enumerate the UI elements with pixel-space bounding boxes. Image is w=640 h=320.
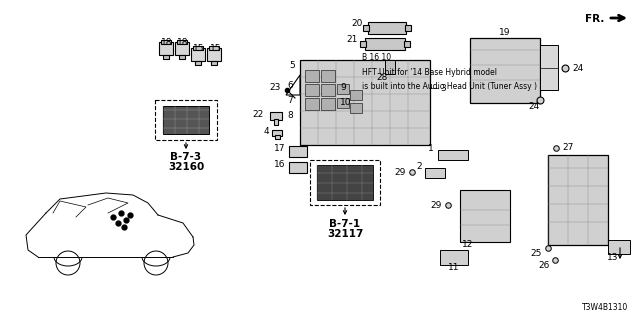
Bar <box>360 41 366 47</box>
Text: 1: 1 <box>428 143 434 153</box>
Bar <box>289 146 307 157</box>
Text: 24: 24 <box>529 101 540 110</box>
Text: 16: 16 <box>273 159 285 169</box>
Text: 23: 23 <box>269 83 281 92</box>
Text: 3: 3 <box>440 84 445 92</box>
Bar <box>179 55 185 59</box>
Text: 21: 21 <box>347 35 358 44</box>
Bar <box>438 150 468 160</box>
Text: 17: 17 <box>273 143 285 153</box>
Text: 8: 8 <box>287 110 293 119</box>
Bar <box>317 165 373 200</box>
Bar <box>159 42 173 55</box>
Text: 5: 5 <box>289 60 295 69</box>
Bar <box>337 98 349 108</box>
Text: 24: 24 <box>572 63 583 73</box>
Bar <box>608 240 630 254</box>
Bar <box>305 98 319 110</box>
Text: 13: 13 <box>607 252 619 261</box>
Text: 10: 10 <box>340 98 351 107</box>
Bar <box>175 42 189 55</box>
Bar <box>363 25 369 31</box>
Text: 28: 28 <box>376 73 388 82</box>
Text: 9: 9 <box>340 83 346 92</box>
Bar <box>337 84 349 94</box>
Text: 2: 2 <box>417 162 422 171</box>
Bar <box>321 98 335 110</box>
Bar <box>368 22 406 34</box>
Bar <box>272 130 282 136</box>
Bar <box>275 135 280 139</box>
Bar <box>193 46 203 50</box>
Bar <box>460 190 510 242</box>
Text: FR.: FR. <box>584 14 604 24</box>
Text: 12: 12 <box>462 239 474 249</box>
Text: 15: 15 <box>193 44 205 52</box>
Bar <box>163 55 169 59</box>
Text: 18: 18 <box>177 37 189 46</box>
Text: 20: 20 <box>351 19 363 28</box>
Bar <box>177 40 187 44</box>
Bar <box>305 84 319 96</box>
Text: T3W4B1310: T3W4B1310 <box>582 303 628 312</box>
Bar <box>425 168 445 178</box>
Text: B 16 10: B 16 10 <box>362 53 391 62</box>
Bar <box>321 70 335 82</box>
Bar <box>385 60 395 74</box>
Text: 25: 25 <box>531 250 542 259</box>
Text: 11: 11 <box>448 263 460 273</box>
Text: 15: 15 <box>211 44 221 52</box>
Bar <box>305 70 319 82</box>
Polygon shape <box>300 60 430 145</box>
Bar <box>161 40 171 44</box>
Text: 4: 4 <box>264 126 269 135</box>
Text: 26: 26 <box>539 261 550 270</box>
Text: 29: 29 <box>395 167 406 177</box>
Text: B-7-1: B-7-1 <box>330 219 360 229</box>
Text: 18: 18 <box>161 37 173 46</box>
Text: 19: 19 <box>499 28 511 36</box>
Bar <box>191 48 205 61</box>
Text: HFT Unit for ’14 Base Hybrid model: HFT Unit for ’14 Base Hybrid model <box>362 68 497 76</box>
Bar <box>350 90 362 100</box>
Text: is built into the Audio Head Unit (Tuner Assy ): is built into the Audio Head Unit (Tuner… <box>362 82 536 91</box>
Bar <box>289 162 307 173</box>
Bar <box>350 103 362 113</box>
Text: 29: 29 <box>431 201 442 210</box>
Bar <box>365 38 405 50</box>
Bar <box>207 48 221 61</box>
Bar <box>404 41 410 47</box>
Bar <box>274 119 278 125</box>
Bar <box>270 112 282 120</box>
Text: B-7-3: B-7-3 <box>170 152 202 162</box>
Bar <box>163 106 209 134</box>
Text: 6: 6 <box>287 81 293 90</box>
Text: 32160: 32160 <box>168 162 204 172</box>
Bar <box>470 38 540 103</box>
Bar <box>195 61 201 65</box>
Bar <box>405 25 411 31</box>
Bar <box>548 155 608 245</box>
Bar <box>321 84 335 96</box>
Bar <box>310 160 380 205</box>
Bar <box>209 46 219 50</box>
Bar <box>440 250 468 265</box>
Text: 7: 7 <box>287 95 293 105</box>
Text: 27: 27 <box>562 142 573 151</box>
Bar <box>211 61 217 65</box>
Bar <box>540 45 558 90</box>
Text: 32117: 32117 <box>327 229 363 239</box>
Text: 22: 22 <box>253 109 264 118</box>
Bar <box>155 100 217 140</box>
